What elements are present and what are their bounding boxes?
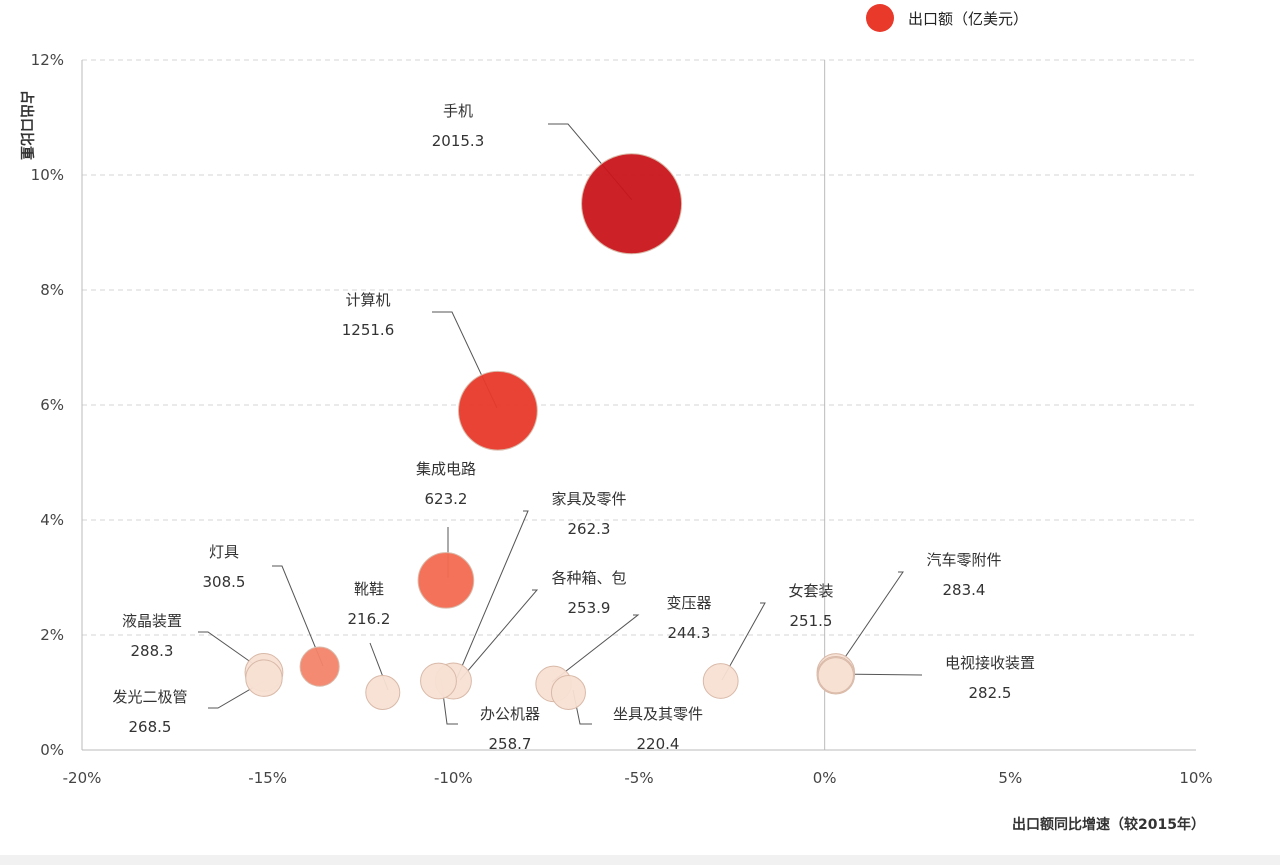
value-label: 282.5 <box>969 684 1012 702</box>
category-label: 液晶装置 <box>122 612 182 630</box>
value-label: 308.5 <box>203 573 246 591</box>
axis-layer: 0% 2% 4% 6% 8% 10% 12% -20% -15% -10% -5% 0% 5% 10% <box>31 51 1213 787</box>
x-axis-title: 出口额同比增速（较2015年） <box>1012 816 1205 833</box>
leader-line <box>272 565 324 667</box>
y-tick-label: 2% <box>40 626 64 644</box>
bubble <box>365 675 401 710</box>
x-tick-label: 0% <box>813 769 837 787</box>
category-label: 靴鞋 <box>354 580 384 598</box>
category-label: 手机 <box>443 102 473 120</box>
y-tick-label: 10% <box>31 166 64 184</box>
category-label: 变压器 <box>666 594 711 612</box>
bubble-layer <box>244 153 856 710</box>
value-label: 283.4 <box>943 581 986 599</box>
x-tick-label: -10% <box>434 769 473 787</box>
bubble <box>245 659 283 697</box>
category-label: 家具及零件 <box>551 490 626 508</box>
label-layer: 手机 2015.3 计算机 1251.6 集成电路 623.2 灯具 308.5 液晶装置 288… <box>112 102 1035 753</box>
value-label: 1251.6 <box>342 321 395 339</box>
value-label: 623.2 <box>425 490 468 508</box>
leader-line <box>551 614 640 683</box>
bubble <box>420 662 457 700</box>
value-label: 258.7 <box>489 735 532 753</box>
bubble <box>817 657 854 694</box>
leader-line <box>456 510 529 679</box>
legend-label: 出口额（亿美元） <box>908 10 1028 28</box>
x-tick-label: 10% <box>1179 769 1212 787</box>
category-label: 电视接收装置 <box>945 654 1035 672</box>
leader-line <box>721 602 766 681</box>
value-label: 2015.3 <box>432 132 485 150</box>
y-tick-label: 12% <box>31 51 64 69</box>
y-tick-label: 8% <box>40 281 64 299</box>
bubble <box>457 370 538 451</box>
x-tick-label: -5% <box>624 769 653 787</box>
category-label: 集成电路 <box>416 460 476 478</box>
bubble <box>581 153 683 255</box>
bubble <box>702 663 739 699</box>
leader-layer <box>198 123 923 725</box>
value-label: 244.3 <box>668 624 711 642</box>
category-label: 汽车零附件 <box>926 551 1001 569</box>
grid-layer <box>82 59 1196 636</box>
y-axis-title: 占出口比重 <box>18 90 35 160</box>
legend: 出口额（亿美元） <box>866 4 1028 32</box>
value-label: 288.3 <box>131 642 174 660</box>
bottom-strip <box>0 855 1280 865</box>
x-tick-label: -20% <box>63 769 102 787</box>
leader-line <box>198 631 263 671</box>
x-tick-label: 5% <box>998 769 1022 787</box>
category-label: 各种箱、包 <box>551 569 626 587</box>
value-label: 220.4 <box>637 735 680 753</box>
value-label: 253.9 <box>568 599 611 617</box>
leader-line <box>834 571 904 673</box>
bubble <box>299 646 340 687</box>
bubble <box>550 675 586 710</box>
category-label: 女套装 <box>788 582 833 600</box>
value-label: 251.5 <box>790 612 833 630</box>
value-label: 268.5 <box>129 718 172 736</box>
category-label: 计算机 <box>345 291 390 309</box>
bubble <box>417 552 475 609</box>
value-label: 216.2 <box>348 610 391 628</box>
x-tick-label: -15% <box>248 769 287 787</box>
y-tick-label: 6% <box>40 396 64 414</box>
leader-line <box>459 589 539 681</box>
legend-swatch <box>866 4 894 32</box>
value-label: 262.3 <box>568 520 611 538</box>
y-tick-label: 0% <box>40 741 64 759</box>
category-label: 发光二极管 <box>112 688 187 706</box>
category-label: 办公机器 <box>480 705 540 723</box>
category-label: 坐具及其零件 <box>613 705 703 723</box>
y-tick-label: 4% <box>40 511 64 529</box>
category-label: 灯具 <box>209 543 239 561</box>
